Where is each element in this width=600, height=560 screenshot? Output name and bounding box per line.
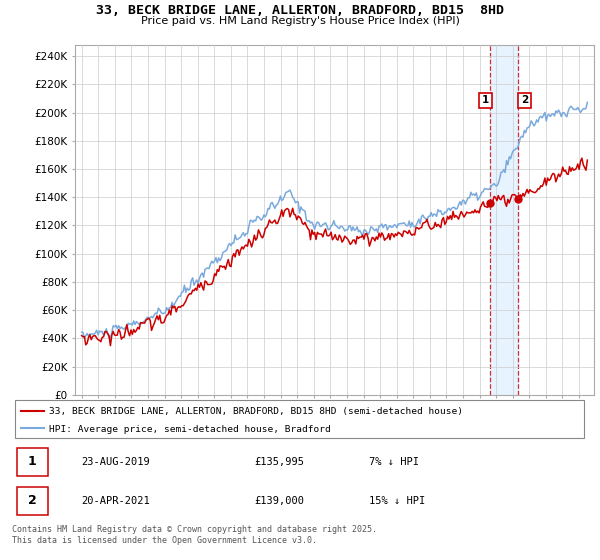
- Text: Contains HM Land Registry data © Crown copyright and database right 2025.
This d: Contains HM Land Registry data © Crown c…: [12, 525, 377, 545]
- Text: 1: 1: [482, 95, 489, 105]
- FancyBboxPatch shape: [17, 487, 48, 515]
- Text: 2: 2: [521, 95, 528, 105]
- Text: Price paid vs. HM Land Registry's House Price Index (HPI): Price paid vs. HM Land Registry's House …: [140, 16, 460, 26]
- Bar: [490, 45, 518, 395]
- FancyBboxPatch shape: [15, 400, 584, 438]
- Text: 33, BECK BRIDGE LANE, ALLERTON, BRADFORD, BD15  8HD: 33, BECK BRIDGE LANE, ALLERTON, BRADFORD…: [96, 4, 504, 17]
- Text: 1: 1: [28, 455, 37, 468]
- Text: 15% ↓ HPI: 15% ↓ HPI: [369, 496, 425, 506]
- Text: £139,000: £139,000: [254, 496, 304, 506]
- Text: 2: 2: [28, 494, 37, 507]
- Text: 20-APR-2021: 20-APR-2021: [81, 496, 150, 506]
- Text: HPI: Average price, semi-detached house, Bradford: HPI: Average price, semi-detached house,…: [49, 424, 331, 433]
- Text: 33, BECK BRIDGE LANE, ALLERTON, BRADFORD, BD15 8HD (semi-detached house): 33, BECK BRIDGE LANE, ALLERTON, BRADFORD…: [49, 407, 463, 416]
- FancyBboxPatch shape: [17, 448, 48, 476]
- Text: 23-AUG-2019: 23-AUG-2019: [81, 456, 150, 466]
- Text: £135,995: £135,995: [254, 456, 304, 466]
- Text: 7% ↓ HPI: 7% ↓ HPI: [369, 456, 419, 466]
